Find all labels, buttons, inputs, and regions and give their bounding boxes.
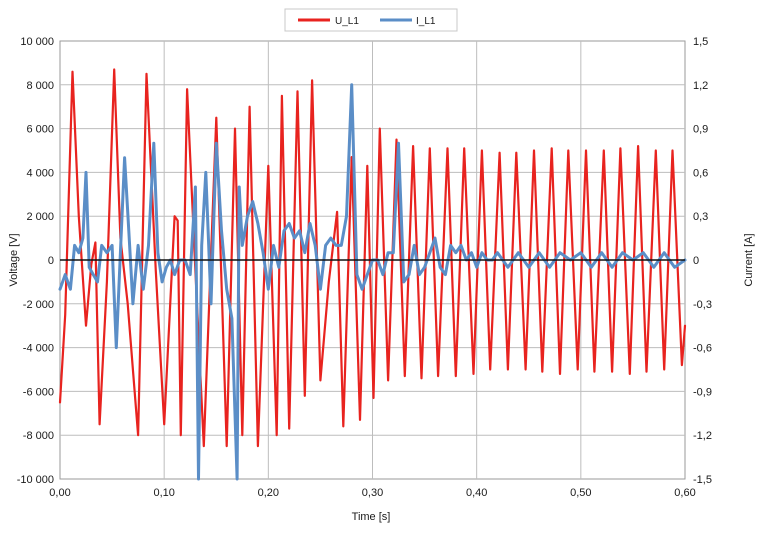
- y-tick-label-right: -1,5: [693, 474, 712, 486]
- y-tick-label-right: 0,3: [693, 211, 708, 223]
- y-tick-label-left: 2 000: [26, 211, 54, 223]
- y-tick-label-right: -0,3: [693, 299, 712, 311]
- y-tick-label-left: 0: [48, 255, 54, 267]
- legend-box: [284, 8, 458, 32]
- x-tick-label: 0,60: [674, 487, 695, 499]
- y-tick-label-left: 6 000: [26, 124, 54, 136]
- x-tick-label: 0,20: [258, 487, 279, 499]
- series-layer: [58, 68, 687, 481]
- y-tick-label-left: -6 000: [23, 386, 54, 398]
- y-tick-label-right: -0,6: [693, 343, 712, 355]
- legend-label-i-l1: I_L1: [416, 16, 436, 27]
- y-axis-title-left: Voltage [V]: [8, 233, 20, 286]
- y-tick-label-left: -4 000: [23, 343, 54, 355]
- y-tick-label-right: 1,2: [693, 80, 708, 92]
- x-axis-title: Time [s]: [352, 511, 391, 523]
- y-tick-label-left: 8 000: [26, 80, 54, 92]
- y-tick-label-right: 0: [693, 255, 699, 267]
- y-axis-title-right: Current [A]: [743, 233, 755, 286]
- y-tick-label-left: -8 000: [23, 430, 54, 442]
- y-tick-label-left: 10 000: [20, 36, 54, 48]
- y-tick-label-right: -0,9: [693, 386, 712, 398]
- x-tick-label: 0,30: [362, 487, 383, 499]
- y-tick-label-left: 4 000: [26, 167, 54, 179]
- legend: U_L1 I_L1: [284, 8, 458, 32]
- x-tick-label: 0,00: [49, 487, 70, 499]
- x-tick-label: 0,10: [153, 487, 174, 499]
- x-tick-label: 0,50: [570, 487, 591, 499]
- legend-label-u-l1: U_L1: [335, 16, 359, 27]
- x-tick-label: 0,40: [466, 487, 487, 499]
- y-tick-label-left: -10 000: [17, 474, 54, 486]
- series-line-i-l1: [58, 83, 687, 481]
- y-tick-label-right: -1,2: [693, 430, 712, 442]
- y-tick-label-right: 0,9: [693, 124, 708, 136]
- y-tick-label-left: -2 000: [23, 299, 54, 311]
- series-line-u-l1: [58, 68, 687, 448]
- y-tick-label-right: 0,6: [693, 167, 708, 179]
- y-tick-label-right: 1,5: [693, 36, 708, 48]
